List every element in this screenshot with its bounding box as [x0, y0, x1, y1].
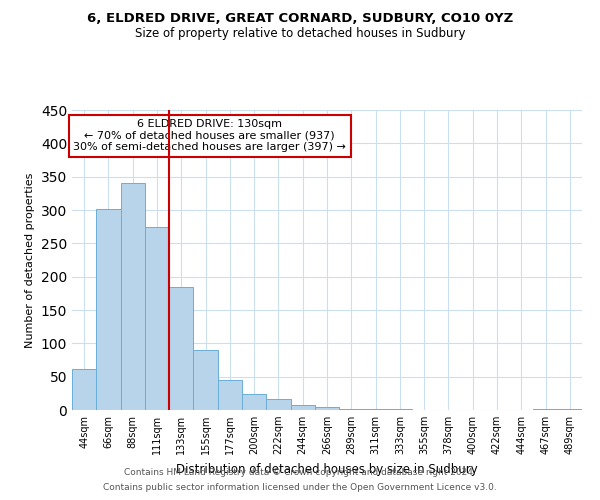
Text: 6, ELDRED DRIVE, GREAT CORNARD, SUDBURY, CO10 0YZ: 6, ELDRED DRIVE, GREAT CORNARD, SUDBURY,…: [87, 12, 513, 26]
Text: 6 ELDRED DRIVE: 130sqm
← 70% of detached houses are smaller (937)
30% of semi-de: 6 ELDRED DRIVE: 130sqm ← 70% of detached…: [73, 119, 346, 152]
Bar: [96, 208, 121, 410]
Y-axis label: Number of detached properties: Number of detached properties: [25, 172, 35, 348]
Text: Contains public sector information licensed under the Open Government Licence v3: Contains public sector information licen…: [103, 483, 497, 492]
Bar: [193, 350, 218, 410]
Bar: [533, 408, 558, 410]
Bar: [121, 184, 145, 410]
Text: Size of property relative to detached houses in Sudbury: Size of property relative to detached ho…: [135, 28, 465, 40]
Bar: [266, 400, 290, 410]
Bar: [315, 408, 339, 410]
Bar: [72, 368, 96, 410]
Text: Contains HM Land Registry data © Crown copyright and database right 2024.: Contains HM Land Registry data © Crown c…: [124, 468, 476, 477]
Bar: [339, 408, 364, 410]
X-axis label: Distribution of detached houses by size in Sudbury: Distribution of detached houses by size …: [176, 462, 478, 475]
Bar: [242, 394, 266, 410]
Bar: [145, 226, 169, 410]
Bar: [218, 380, 242, 410]
Bar: [290, 406, 315, 410]
Bar: [558, 408, 582, 410]
Bar: [169, 288, 193, 410]
